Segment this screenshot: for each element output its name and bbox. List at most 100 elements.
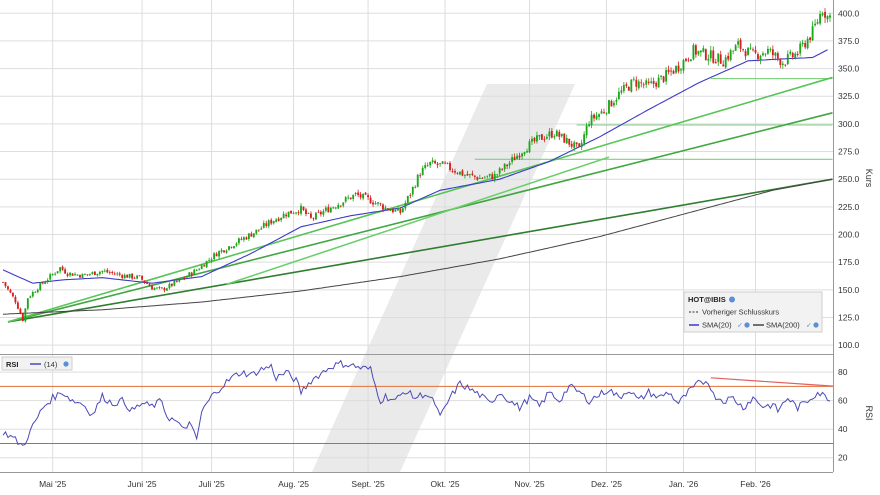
candle-body <box>588 124 591 127</box>
candle-body <box>282 213 285 219</box>
candle-body <box>213 253 216 260</box>
candle-body <box>198 269 201 271</box>
candle-body <box>766 48 769 54</box>
price-tick-label: 350.0 <box>838 64 860 74</box>
candle-body <box>565 138 568 144</box>
rsi-legend[interactable]: RSI (14) <box>1 356 73 371</box>
candle-body <box>158 286 161 288</box>
candle-body <box>536 135 538 142</box>
candle-body <box>473 175 476 177</box>
settings-icon[interactable] <box>63 361 69 367</box>
rsi-layer <box>0 359 833 446</box>
trendline <box>7 178 833 323</box>
candle-body <box>791 53 794 58</box>
candle-body <box>483 177 486 179</box>
price-tick-label: 175.0 <box>838 257 860 267</box>
candle-body <box>655 82 658 87</box>
settings-icon[interactable] <box>813 322 819 328</box>
candle-body <box>814 23 817 26</box>
candle-body <box>824 11 826 18</box>
candle-body <box>297 212 300 214</box>
candle-body <box>342 202 345 206</box>
candle-body <box>737 41 740 45</box>
candle-body <box>734 45 737 51</box>
candle-body <box>771 49 774 56</box>
candle-body <box>151 285 153 290</box>
candle-body <box>414 186 417 188</box>
candle-body <box>255 229 258 234</box>
candle-body <box>317 211 320 213</box>
candle-body <box>819 14 821 24</box>
candle-body <box>426 165 429 167</box>
candle-body <box>404 202 407 209</box>
candle-body <box>103 270 106 272</box>
candle-body <box>332 207 335 209</box>
candle-body <box>652 81 655 84</box>
legend-item-sma20[interactable]: SMA(20) <box>702 321 732 330</box>
main-legend[interactable]: HOT@IBIS Vorheriger Schlusskurs SMA(20) … <box>683 291 823 333</box>
candle-body <box>739 39 742 49</box>
time-axis: Mai '25 Juni '25 Juli '25 Aug. '25 Sept. '25… <box>39 479 771 489</box>
candle-body <box>51 274 54 275</box>
candle-body <box>240 238 243 240</box>
candle-body <box>215 253 218 257</box>
candle-body <box>93 271 96 276</box>
candle-body <box>697 51 700 55</box>
candle-body <box>46 279 49 282</box>
candle-body <box>357 192 360 196</box>
legend-item-sma200[interactable]: SMA(200) <box>766 321 800 330</box>
candle-body <box>801 42 804 45</box>
candle-body <box>563 133 566 143</box>
candle-body <box>334 207 337 209</box>
candle-body <box>764 53 767 55</box>
candle-body <box>538 134 541 137</box>
candle-body <box>526 151 528 153</box>
candle-body <box>660 75 663 77</box>
candle-body <box>518 155 521 158</box>
candle-body <box>175 280 178 282</box>
candle-body <box>786 54 789 65</box>
check-icon[interactable]: ✓ <box>806 323 812 330</box>
price-tick-label: 225.0 <box>838 202 860 212</box>
candle-body <box>31 292 34 297</box>
check-icon[interactable]: ✓ <box>737 323 743 330</box>
candle-body <box>732 50 735 52</box>
candle-body <box>4 282 7 287</box>
candle-body <box>143 280 146 283</box>
candle-body <box>66 273 69 276</box>
candle-body <box>108 272 111 273</box>
candle-body <box>744 51 747 57</box>
candle-body <box>729 50 732 61</box>
candle-body <box>324 207 327 211</box>
candle-body <box>699 50 702 53</box>
candle-body <box>319 211 322 215</box>
candle-body <box>794 53 797 59</box>
settings-icon[interactable] <box>744 322 750 328</box>
candle-body <box>630 79 633 92</box>
candle-body <box>799 43 802 54</box>
candle-body <box>394 209 397 212</box>
candle-body <box>359 194 362 198</box>
candle-body <box>24 308 27 322</box>
settings-icon[interactable] <box>729 296 735 303</box>
candle-body <box>21 313 24 322</box>
candle-body <box>218 251 220 257</box>
candle-body <box>352 194 355 199</box>
candle-body <box>459 171 461 175</box>
legend-item-previous-close[interactable]: Vorheriger Schlusskurs <box>702 308 779 317</box>
rsi-divergence-line <box>710 377 833 387</box>
candle-body <box>138 275 141 277</box>
candle-body <box>640 82 643 84</box>
candle-body <box>496 174 499 176</box>
candle-body <box>118 273 121 275</box>
candle-body <box>252 233 255 237</box>
candle-body <box>707 59 710 61</box>
candle-body <box>156 287 158 289</box>
candle-body <box>203 265 206 267</box>
candle-body <box>781 63 784 65</box>
candle-body <box>635 79 638 87</box>
trendline <box>226 156 610 286</box>
candle-body <box>747 47 749 56</box>
price-tick-label: 250.0 <box>838 174 860 184</box>
candle-body <box>456 173 459 174</box>
